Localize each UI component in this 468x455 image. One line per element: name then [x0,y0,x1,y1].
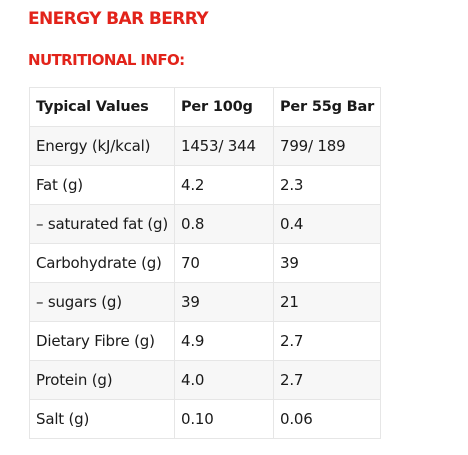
value-per-100g: 39 [173,282,274,322]
value-per-bar: 0.06 [272,399,382,439]
value-per-100g: 70 [173,243,274,283]
value-per-100g: 0.8 [173,204,274,244]
header-per-bar: Per 55g Bar [272,87,382,127]
value-per-100g: 0.10 [173,399,274,439]
nutrient-label: Salt (g) [29,399,175,439]
value-per-bar: 799/ 189 [272,126,382,166]
table-row: – sugars (g) 39 21 [29,282,382,322]
value-per-100g: 4.0 [173,360,274,400]
table-row: Energy (kJ/kcal) 1453/ 344 799/ 189 [29,126,382,166]
product-title: ENERGY BAR BERRY [28,9,209,29]
header-per-100g: Per 100g [173,87,274,127]
table-row: Fat (g) 4.2 2.3 [29,165,382,205]
nutrient-label: – sugars (g) [29,282,175,322]
value-per-bar: 2.7 [272,360,382,400]
value-per-bar: 39 [272,243,382,283]
nutrient-label: Dietary Fibre (g) [29,321,175,361]
nutrient-label: Carbohydrate (g) [29,243,175,283]
value-per-bar: 0.4 [272,204,382,244]
table-row: – saturated fat (g) 0.8 0.4 [29,204,382,244]
nutrient-label: – saturated fat (g) [29,204,175,244]
table-row: Protein (g) 4.0 2.7 [29,360,382,400]
table-row: Carbohydrate (g) 70 39 [29,243,382,283]
table-row: Dietary Fibre (g) 4.9 2.7 [29,321,382,361]
nutrient-label: Energy (kJ/kcal) [29,126,175,166]
nutrient-label: Protein (g) [29,360,175,400]
value-per-bar: 2.3 [272,165,382,205]
value-per-100g: 1453/ 344 [173,126,274,166]
header-typical-values: Typical Values [29,87,175,127]
table-header-row: Typical Values Per 100g Per 55g Bar [29,87,382,127]
value-per-bar: 2.7 [272,321,382,361]
nutrition-table: Typical Values Per 100g Per 55g Bar Ener… [29,87,382,439]
table-row: Salt (g) 0.10 0.06 [29,399,382,439]
value-per-100g: 4.9 [173,321,274,361]
value-per-bar: 21 [272,282,382,322]
nutrient-label: Fat (g) [29,165,175,205]
value-per-100g: 4.2 [173,165,274,205]
nutrition-heading: NUTRITIONAL INFO: [28,51,185,69]
